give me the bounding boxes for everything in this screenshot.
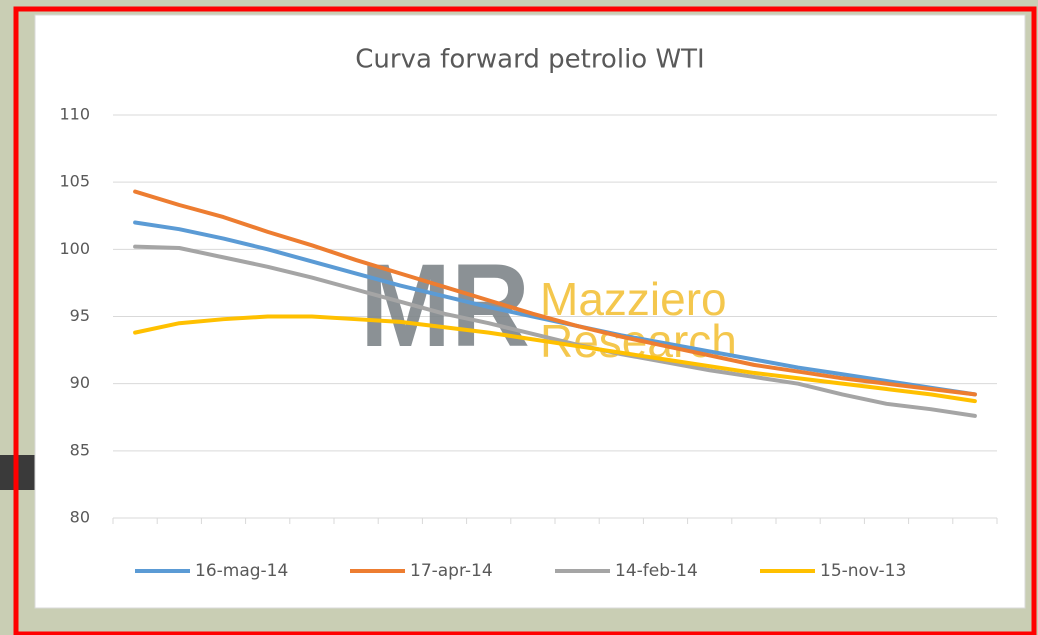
chart-title: Curva forward petrolio WTI bbox=[355, 45, 704, 75]
y-tick-label: 105 bbox=[59, 172, 90, 191]
watermark-line1: Mazziero bbox=[540, 273, 727, 325]
background-bar bbox=[0, 455, 40, 490]
y-tick-label: 100 bbox=[59, 239, 90, 258]
series-line bbox=[133, 189, 977, 397]
y-tick-label: 85 bbox=[70, 440, 90, 459]
y-tick-label: 90 bbox=[70, 373, 90, 392]
legend-label: 15-nov-13 bbox=[820, 561, 906, 581]
legend-label: 16-mag-14 bbox=[195, 561, 288, 581]
series-line bbox=[133, 314, 977, 404]
legend-label: 14-feb-14 bbox=[615, 561, 698, 581]
y-tick-label: 80 bbox=[70, 508, 90, 527]
y-tick-label: 110 bbox=[59, 105, 90, 124]
series-line bbox=[133, 244, 977, 418]
legend-label: 17-apr-14 bbox=[410, 561, 493, 581]
highlight-frame bbox=[13, 6, 1037, 635]
y-tick-label: 95 bbox=[70, 306, 90, 325]
